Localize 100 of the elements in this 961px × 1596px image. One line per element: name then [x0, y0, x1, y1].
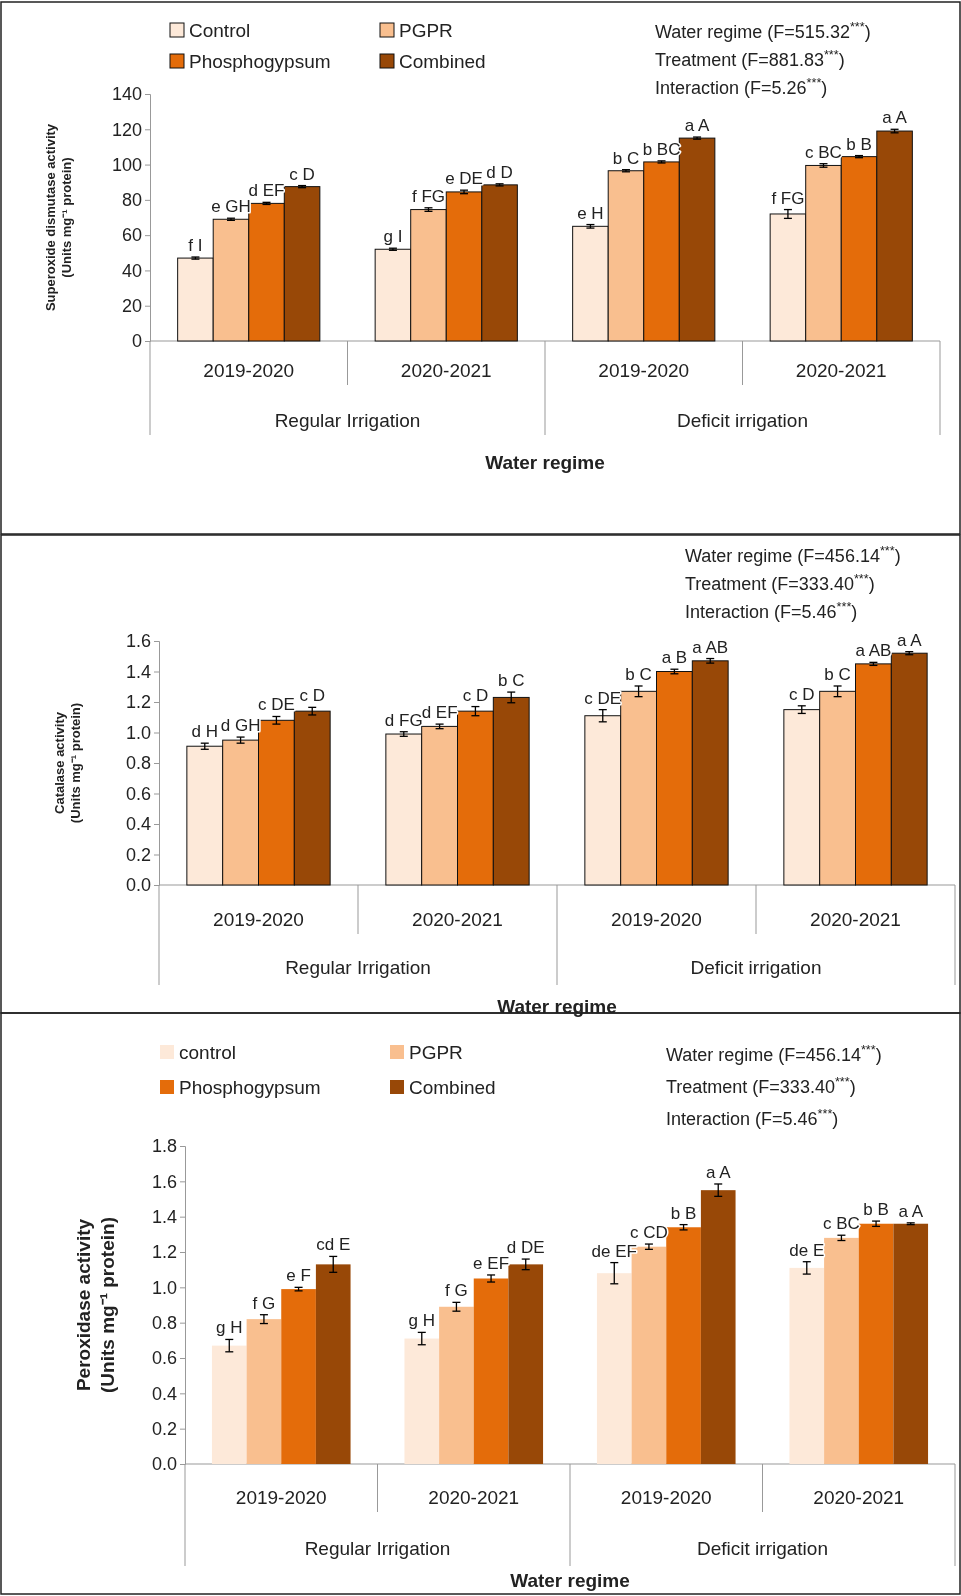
data-label: c BC — [823, 1214, 860, 1234]
legend-label: Combined — [399, 50, 486, 72]
data-label: d FG — [384, 710, 423, 730]
data-label: d EF — [248, 181, 285, 201]
y-tick-label: 0.4 — [151, 1383, 177, 1404]
x-tick-label: 2019-2020 — [598, 359, 690, 381]
bar — [666, 1227, 701, 1464]
data-label: a A — [684, 116, 711, 136]
data-label: f I — [188, 236, 203, 256]
y-tick-label: 0.2 — [151, 1418, 177, 1439]
y-tick-label: 1.2 — [125, 692, 151, 713]
data-label: e H — [577, 203, 604, 223]
legend-label: Control — [189, 19, 251, 41]
y-tick-label: 0.4 — [125, 814, 151, 835]
data-label: g H — [216, 1318, 243, 1338]
data-label: c D — [289, 164, 315, 184]
bar — [315, 1264, 351, 1464]
x-tick-label: 2020-2021 — [428, 1486, 520, 1508]
bar — [893, 1223, 929, 1464]
data-label: b C — [824, 664, 851, 684]
bar — [211, 1345, 247, 1464]
annotation: Interaction (F=5.26$^{***}$) — [655, 76, 828, 99]
data-label: f FG — [771, 188, 805, 208]
x-axis-title: Water regime — [510, 1569, 630, 1591]
text: Regular Irrigation — [274, 409, 421, 431]
y-tick-label: 1.6 — [151, 1171, 177, 1192]
text: Regular Irrigation — [304, 1537, 451, 1559]
data-label: g I — [383, 227, 403, 247]
bar — [281, 1289, 316, 1464]
data-label: a A — [896, 630, 923, 650]
data-label: e F — [286, 1266, 311, 1286]
y-tick-label: 0.2 — [125, 844, 151, 865]
data-label: c D — [462, 685, 489, 705]
data-label: c D — [299, 686, 325, 706]
text: Treatment (F=333.40$^{***}$) — [666, 1075, 856, 1098]
y-tick-label: 0.6 — [125, 783, 151, 804]
y-axis-title: Peroxidase activity (Units mg⁻¹ protein) — [73, 1217, 118, 1393]
bar — [246, 1319, 282, 1464]
bar — [824, 1237, 859, 1464]
y-tick-label: 100 — [111, 154, 142, 175]
legend-label: control — [179, 1041, 237, 1063]
bar — [439, 1306, 474, 1464]
data-label: a AB — [692, 637, 729, 657]
y-tick-label: 40 — [121, 260, 142, 281]
data-label: d D — [486, 162, 513, 182]
data-label: a B — [661, 648, 688, 668]
bar — [473, 1278, 509, 1464]
y-tick-label: 1.0 — [125, 722, 151, 743]
x-tick-label: 2019-2020 — [611, 908, 702, 930]
y-tick-label: 0.8 — [125, 753, 151, 774]
legend-label: PGPR — [409, 1041, 463, 1063]
data-label: b C — [625, 664, 652, 684]
data-label: f FG — [411, 186, 446, 206]
data-label: a A — [882, 108, 908, 128]
bar — [596, 1273, 632, 1464]
data-label: b B — [670, 1203, 697, 1223]
x-tick-label: 2020-2021 — [400, 359, 492, 381]
text: Treatment (F=333.40$^{***}$) — [685, 572, 875, 595]
data-label: d H — [191, 722, 218, 742]
y-tick-label: 20 — [121, 295, 142, 316]
bar — [404, 1338, 440, 1464]
y-tick-label: 1.6 — [125, 631, 151, 652]
legend-label: PGPR — [399, 19, 453, 41]
x-axis-title: Water regime — [485, 451, 605, 473]
x-tick-label: 2020-2021 — [412, 908, 503, 930]
x-tick-label: 2020-2021 — [795, 359, 887, 381]
y-tick-label: 80 — [121, 190, 142, 211]
data-label: b C — [498, 671, 525, 691]
data-label: b C — [612, 148, 640, 168]
y-tick-label: 0.8 — [151, 1312, 177, 1333]
x-tick-label: 2019-2020 — [620, 1486, 712, 1508]
data-label: c DE — [257, 695, 295, 715]
x-axis-title: Water regime — [497, 995, 617, 1017]
y-tick-label: 120 — [111, 119, 142, 140]
data-label: a AB — [855, 641, 892, 661]
text: Water regime (F=515.32$^{***}$) — [655, 20, 871, 43]
text: Interaction (F=5.46$^{***}$) — [685, 600, 858, 623]
data-label: f G — [445, 1281, 468, 1301]
text: Treatment (F=881.83$^{***}$) — [655, 48, 845, 71]
y-tick-label: 60 — [121, 225, 142, 246]
y-tick-label: 1.0 — [151, 1277, 177, 1298]
y-tick-label: 1.4 — [125, 661, 151, 682]
y-tick-label: 0.6 — [151, 1348, 177, 1369]
legend-label: Phosphogypsum — [189, 50, 331, 72]
y-tick-label: 0 — [131, 331, 142, 352]
data-label: de EF — [591, 1241, 637, 1261]
x-tick-label: 2020-2021 — [813, 1486, 905, 1508]
data-label: b B — [863, 1200, 889, 1220]
bar — [700, 1190, 736, 1464]
data-label: a A — [705, 1162, 732, 1182]
data-label: cd E — [316, 1235, 351, 1255]
y-axis-title: Superoxide dismutase activity (Units mg⁻¹ protein) — [43, 123, 75, 312]
text: Deficit irrigation — [690, 956, 822, 978]
data-label: d EF — [421, 703, 458, 723]
y-axis-title: Catalase activity (Units mg⁻¹ protein) — [52, 702, 84, 824]
y-tick-label: 140 — [111, 84, 142, 105]
bar — [858, 1223, 894, 1464]
data-label: de E — [789, 1240, 825, 1260]
x-tick-label: 2019-2020 — [213, 908, 304, 930]
x-tick-label: 2019-2020 — [235, 1486, 327, 1508]
